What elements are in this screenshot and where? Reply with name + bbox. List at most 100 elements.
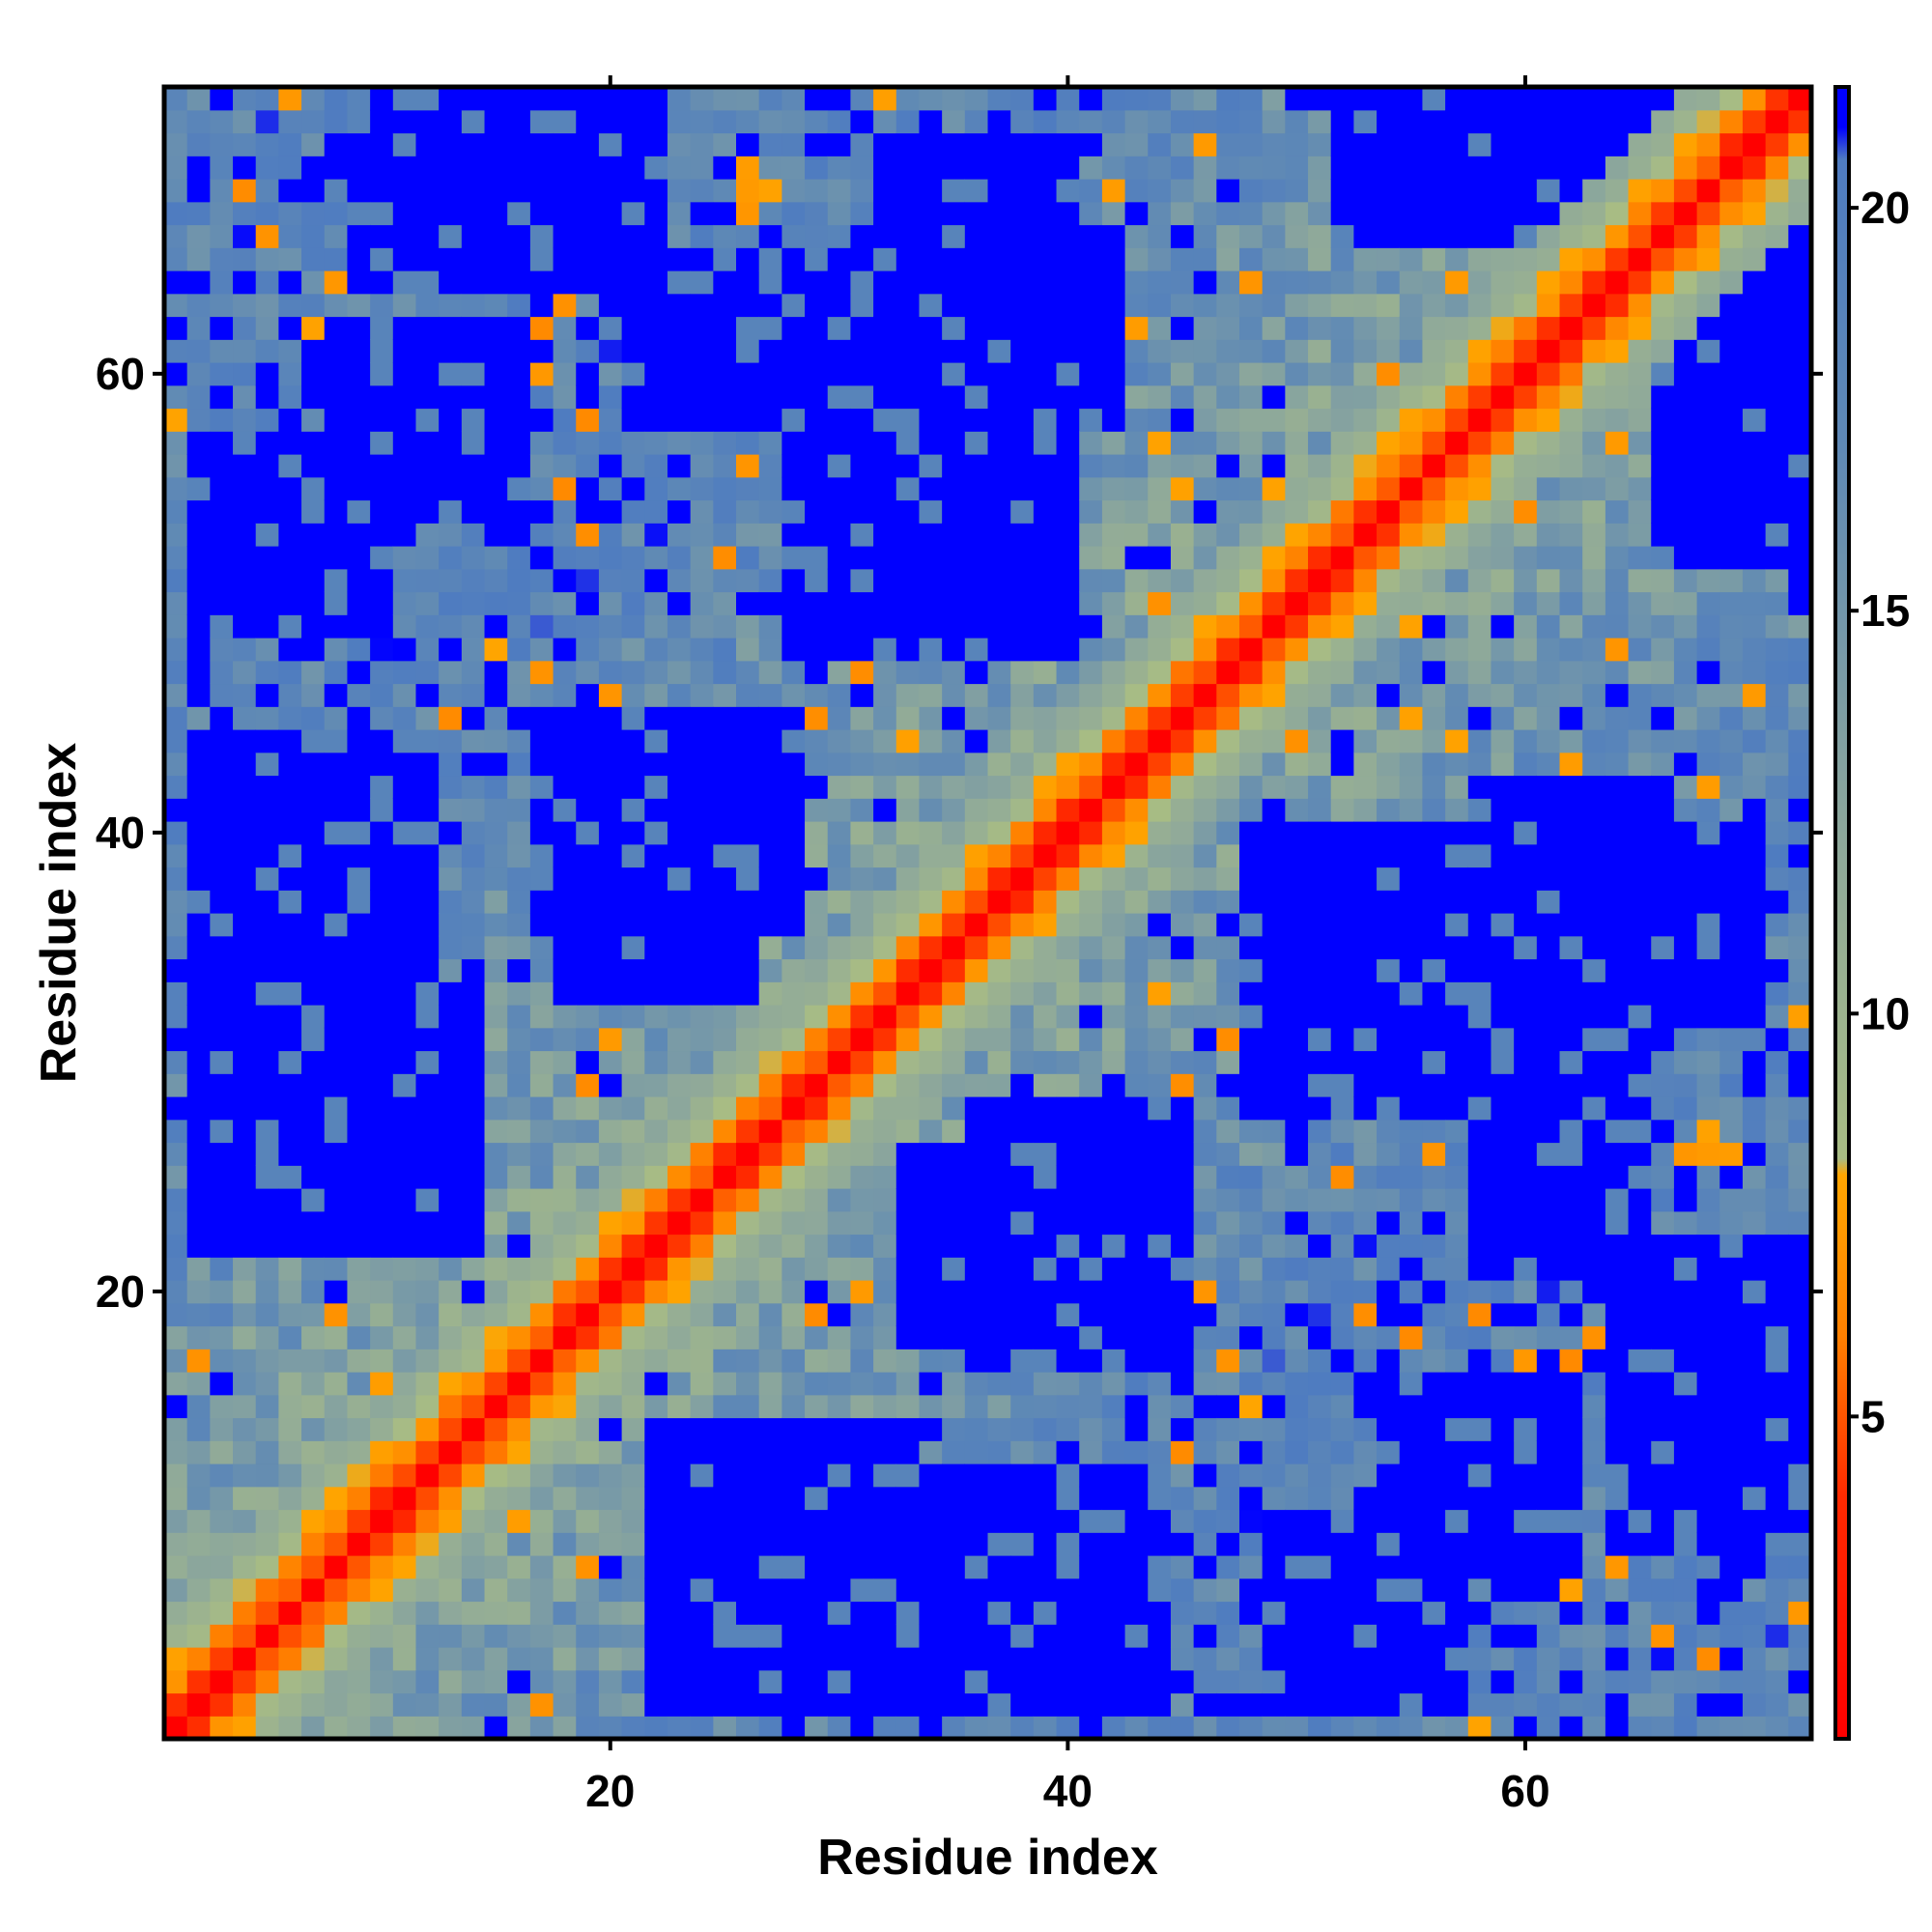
heatmap-cell <box>1148 913 1172 937</box>
heatmap-cell <box>1010 546 1035 570</box>
heatmap-cell <box>1170 614 1195 639</box>
heatmap-cell <box>1238 1624 1264 1648</box>
heatmap-cell <box>1216 867 1240 891</box>
heatmap-cell <box>324 1463 349 1488</box>
heatmap-cell <box>942 1394 966 1419</box>
heatmap-cell <box>987 454 1011 478</box>
heatmap-cell <box>1651 568 1675 593</box>
heatmap-cell <box>1536 431 1561 455</box>
heatmap-cell <box>1467 1555 1492 1579</box>
heatmap-cell <box>1719 1210 1744 1236</box>
heatmap-cell <box>1514 1257 1538 1281</box>
heatmap-cell <box>1445 981 1469 1006</box>
heatmap-cell <box>850 1210 874 1236</box>
heatmap-cell <box>392 1601 417 1625</box>
heatmap-cell <box>210 224 234 248</box>
heatmap-cell <box>1330 660 1354 685</box>
heatmap-cell <box>1422 867 1446 891</box>
heatmap-cell <box>278 706 302 730</box>
heatmap-cell <box>713 1555 737 1579</box>
heatmap-cell <box>805 1669 829 1694</box>
heatmap-cell <box>987 1234 1011 1258</box>
heatmap-cell <box>1377 821 1401 845</box>
heatmap-cell <box>507 87 531 111</box>
heatmap-cell <box>1582 339 1606 363</box>
heatmap-cell <box>1673 1692 1698 1717</box>
heatmap-cell <box>1124 683 1149 707</box>
heatmap-cell <box>1238 775 1264 799</box>
heatmap-cell <box>529 179 554 203</box>
heatmap-cell <box>1559 1601 1583 1625</box>
heatmap-cell <box>233 1096 257 1121</box>
heatmap-cell <box>850 224 874 248</box>
heatmap-cell <box>1696 1005 1720 1029</box>
heatmap-cell <box>1285 1601 1309 1625</box>
heatmap-cell <box>1491 270 1515 295</box>
heatmap-cell <box>1101 1532 1126 1556</box>
heatmap-cell <box>805 981 829 1006</box>
heatmap-cell <box>895 316 921 340</box>
heatmap-cell <box>1696 454 1720 478</box>
heatmap-cell <box>1353 316 1378 340</box>
heatmap-cell <box>942 224 966 248</box>
heatmap-cell <box>392 384 417 410</box>
heatmap-cell <box>1719 1577 1744 1603</box>
heatmap-cell <box>1605 1325 1630 1350</box>
heatmap-cell <box>1308 454 1332 478</box>
heatmap-cell <box>1673 1280 1698 1304</box>
heatmap-cell <box>1262 87 1286 111</box>
heatmap-cell <box>1628 1027 1652 1052</box>
heatmap-cell <box>1377 729 1401 753</box>
heatmap-cell <box>1170 224 1195 248</box>
heatmap-cell <box>1101 408 1126 432</box>
heatmap-cell <box>1445 1119 1469 1144</box>
heatmap-cell <box>644 1142 668 1166</box>
heatmap-cell <box>392 1234 417 1258</box>
heatmap-cell <box>347 362 371 386</box>
heatmap-cell <box>439 224 463 248</box>
heatmap-cell <box>324 935 349 960</box>
heatmap-cell <box>781 1280 806 1304</box>
heatmap-cell <box>1514 729 1538 753</box>
heatmap-cell <box>347 1005 371 1029</box>
heatmap-cell <box>598 1692 623 1717</box>
heatmap-cell <box>1467 156 1492 180</box>
heatmap-cell <box>1696 660 1720 685</box>
heatmap-cell <box>1582 568 1606 593</box>
heatmap-cell <box>347 1509 371 1533</box>
heatmap-cell <box>1330 1417 1354 1441</box>
heatmap-cell <box>1399 431 1424 455</box>
heatmap-cell <box>713 1302 737 1327</box>
heatmap-cell <box>1285 408 1309 432</box>
heatmap-cell <box>1491 591 1515 615</box>
heatmap-cell <box>1101 935 1126 960</box>
heatmap-cell <box>1651 132 1675 156</box>
heatmap-cell <box>1399 1624 1424 1648</box>
heatmap-cell <box>233 362 257 386</box>
heatmap-cell <box>461 362 486 386</box>
heatmap-cell <box>1330 1210 1354 1236</box>
heatmap-cell <box>1148 752 1172 777</box>
heatmap-cell <box>324 1532 349 1556</box>
heatmap-cell <box>1536 706 1561 730</box>
heatmap-cell <box>439 1188 463 1212</box>
heatmap-cell <box>186 339 211 363</box>
heatmap-cell <box>1330 1257 1354 1281</box>
heatmap-cell <box>1193 1210 1217 1236</box>
heatmap-cell <box>1216 1555 1240 1579</box>
heatmap-cell <box>529 935 554 960</box>
heatmap-cell <box>347 293 371 318</box>
heatmap-cell <box>1033 293 1058 318</box>
heatmap-cell <box>415 867 440 891</box>
heatmap-cell <box>1238 638 1264 662</box>
heatmap-cell <box>301 1624 326 1648</box>
heatmap-cell <box>301 132 326 156</box>
heatmap-cell <box>1536 1440 1561 1464</box>
heatmap-cell <box>1514 1027 1538 1052</box>
heatmap-cell <box>895 729 921 753</box>
heatmap-cell <box>1582 1050 1606 1074</box>
heatmap-cell <box>507 1509 531 1533</box>
heatmap-cell <box>210 1210 234 1236</box>
heatmap-cell <box>1399 523 1424 547</box>
heatmap-cell <box>415 706 440 730</box>
